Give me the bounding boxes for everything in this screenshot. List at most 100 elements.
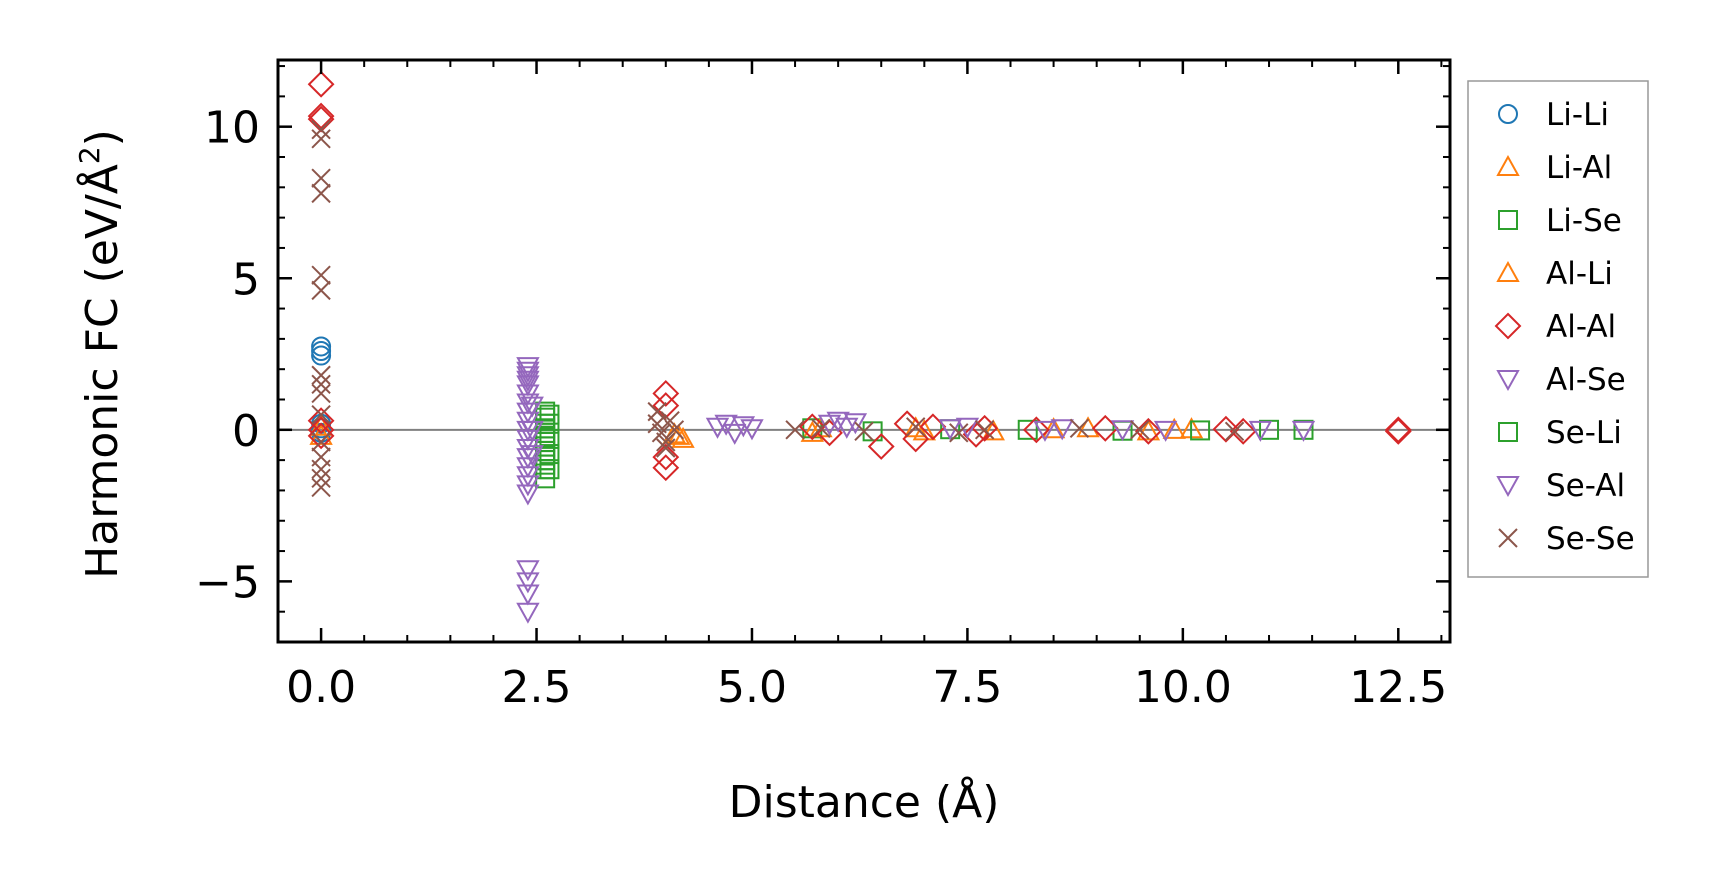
data-point: [520, 420, 544, 442]
data-point: [1384, 417, 1412, 445]
y-axis-label-sup: 2: [73, 146, 106, 164]
data-point: [811, 418, 831, 439]
data-point: [1190, 420, 1211, 441]
data-point: [309, 423, 333, 445]
data-point: [905, 417, 926, 437]
legend-label: Li-Al: [1546, 150, 1612, 186]
series-se-li: [539, 404, 560, 480]
series-se-al: [520, 396, 1316, 467]
data-point: [539, 459, 560, 480]
data-point: [520, 396, 544, 418]
legend-label: Li-Li: [1546, 97, 1609, 133]
data-point: [798, 413, 826, 441]
data-point: [1130, 420, 1150, 440]
plot-marks: [278, 70, 1450, 624]
legend-marker: [1496, 154, 1520, 176]
data-point: [516, 370, 540, 392]
data-point: [516, 484, 540, 506]
data-point: [1022, 416, 1050, 444]
series-al-al: [307, 70, 1412, 482]
data-point: [311, 459, 331, 479]
data-point: [311, 365, 331, 385]
data-point: [309, 414, 333, 436]
legend-label: Al-Li: [1546, 256, 1613, 292]
data-point: [1069, 418, 1090, 439]
legend-marker: [1498, 528, 1518, 548]
data-point: [311, 280, 331, 301]
data-point: [516, 560, 540, 582]
data-point: [723, 423, 747, 445]
data-point: [311, 374, 331, 395]
legend: Li-Li Li-Al Li-Se Al-Li Al-Al Al-Se Se-Li Se-Al…: [1467, 80, 1649, 578]
legend-label: Al-Al: [1546, 309, 1616, 345]
data-point: [307, 422, 335, 450]
y-axis-label: Harmonic FC (eV/Å2): [73, 129, 128, 579]
data-point: [1050, 419, 1074, 441]
y-tick-label: 10: [204, 103, 260, 154]
data-point: [520, 445, 544, 467]
data-point: [1134, 417, 1162, 445]
legend-label: Se-Se: [1546, 521, 1635, 557]
data-point: [1291, 420, 1316, 442]
data-point: [1229, 417, 1257, 445]
data-point: [1162, 417, 1186, 439]
data-point: [1110, 420, 1135, 442]
data-point: [311, 120, 331, 140]
data-point: [516, 584, 540, 606]
data-point: [1033, 420, 1057, 442]
legend-marker: [1496, 370, 1520, 392]
data-point: [664, 420, 685, 440]
legend-label: Li-Se: [1546, 203, 1622, 239]
data-point: [705, 417, 730, 439]
plot-frame: [276, 58, 1452, 644]
data-point: [307, 102, 335, 130]
legend-label: Se-Al: [1546, 468, 1625, 504]
data-point: [516, 572, 540, 594]
data-point: [731, 416, 756, 438]
data-point: [867, 433, 895, 460]
data-point: [311, 468, 331, 489]
x-tick-label: 7.5: [932, 662, 1002, 713]
data-point: [311, 265, 331, 285]
data-point: [311, 383, 331, 404]
data-point: [311, 168, 331, 188]
data-point: [311, 404, 331, 425]
data-point: [1041, 417, 1066, 439]
data-point: [311, 336, 332, 357]
y-tick-label: 0: [232, 406, 260, 457]
data-point: [854, 421, 874, 442]
axes: 0.0 2.5 5.0 7.5 10.0 12.5 −5 0 5 10: [195, 58, 1452, 713]
legend-marker: [1496, 260, 1520, 282]
data-point: [1017, 419, 1038, 440]
data-point: [1136, 419, 1161, 441]
data-point: [311, 129, 331, 149]
x-axis-label: Distance (Å): [729, 775, 1000, 828]
data-point: [740, 419, 764, 441]
legend-marker: [1494, 312, 1522, 340]
data-point: [652, 380, 680, 407]
data-point: [1248, 420, 1273, 442]
legend-label: Al-Se: [1546, 362, 1626, 398]
x-tick-label: 0.0: [286, 662, 356, 713]
legend-marker: [1498, 210, 1518, 230]
series-se-se: [311, 120, 1245, 498]
data-point: [516, 602, 540, 624]
x-tick-label: 12.5: [1349, 662, 1447, 713]
data-point: [1224, 421, 1245, 442]
data-point: [843, 413, 868, 435]
data-point: [1212, 415, 1240, 443]
data-point: [311, 418, 332, 439]
legend-marker: [1498, 422, 1518, 442]
y-tick-label: 5: [232, 254, 260, 305]
data-point: [826, 411, 850, 433]
data-point: [1153, 420, 1178, 442]
data-point: [974, 420, 995, 440]
data-point: [656, 432, 676, 452]
data-point: [671, 426, 695, 448]
data-point: [955, 417, 980, 439]
data-point: [656, 438, 676, 458]
data-point: [311, 345, 332, 366]
data-point: [981, 419, 1005, 441]
data-point: [785, 420, 805, 440]
